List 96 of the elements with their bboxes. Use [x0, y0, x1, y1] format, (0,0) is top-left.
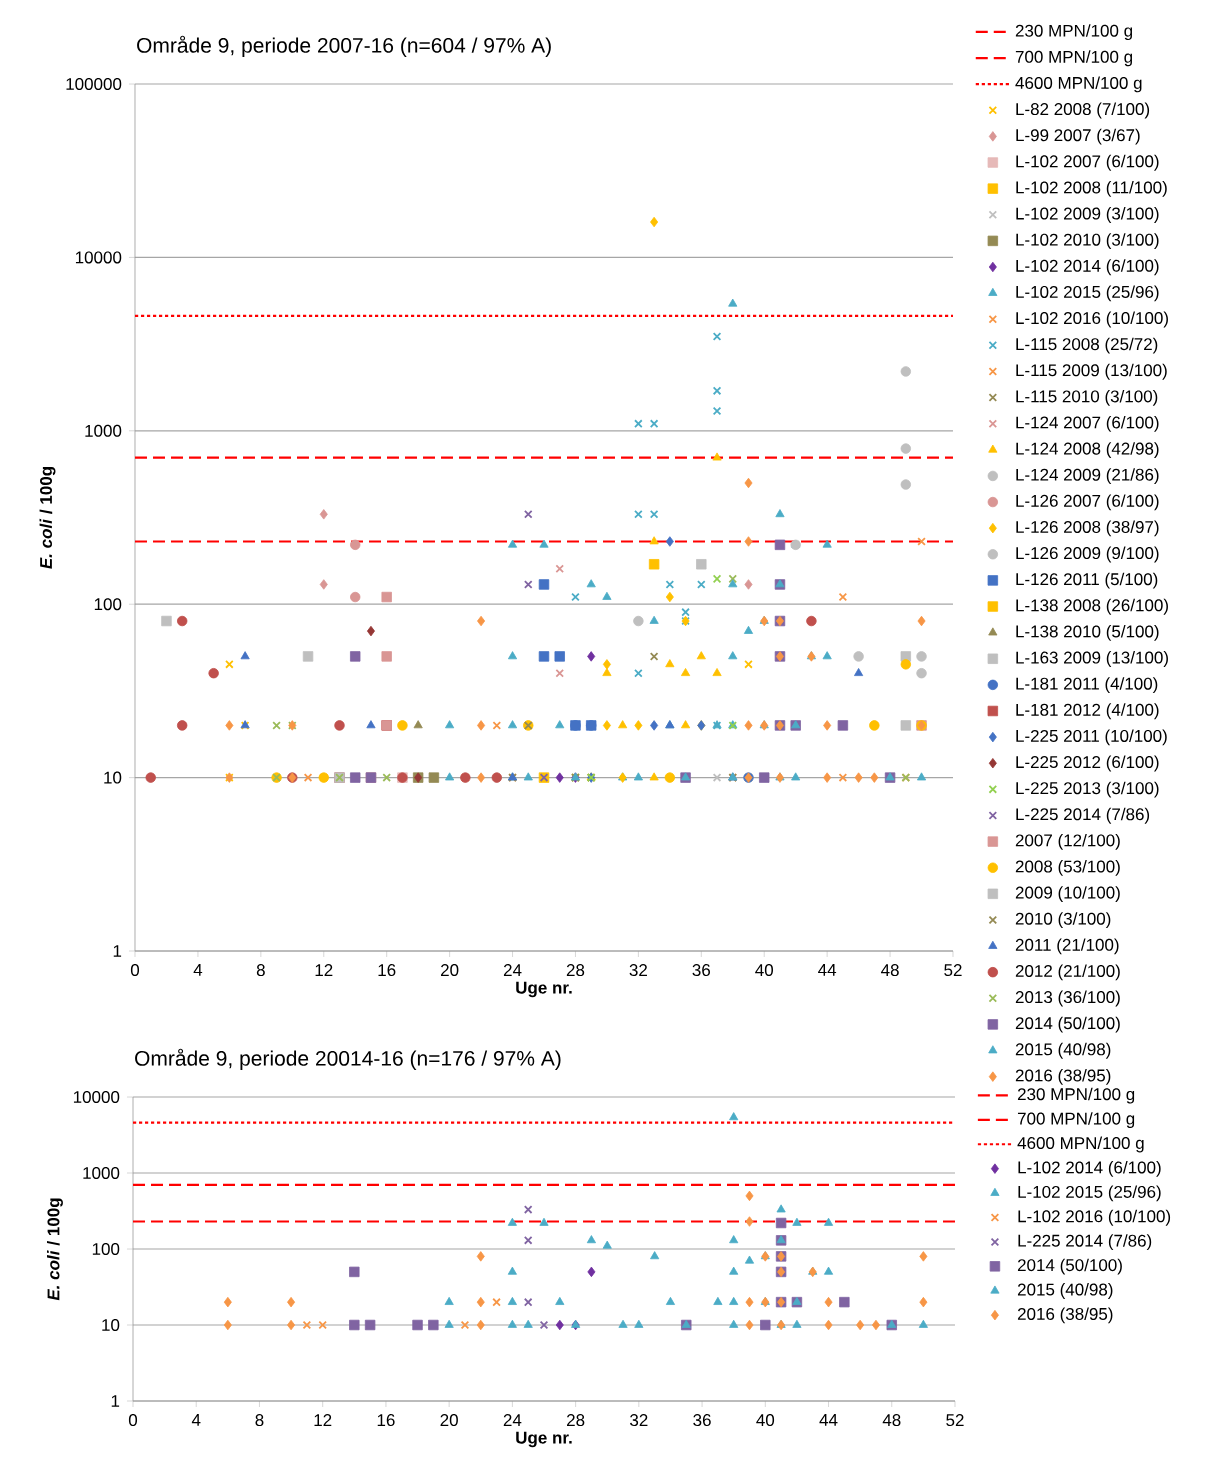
x-tick-label: 0 [128, 1414, 138, 1427]
legend-label: 2015 (40/98) [1017, 1283, 1113, 1299]
x-tick-label: 40 [756, 1414, 775, 1427]
x-tick-label: 44 [818, 964, 837, 976]
legend-label: L-124 2007 (6/100) [1016, 416, 1159, 432]
legend-label: 2016 (38/95) [1017, 1307, 1113, 1324]
legend-label: L-181 2011 (4/100) [1016, 677, 1158, 694]
y-tick-label: 1000 [85, 424, 122, 437]
chart-title: Område 9, periode 2007-16 (n=604 / 97% A) [137, 35, 551, 57]
legend-label: 2012 (21/100) [1015, 964, 1120, 981]
legend-label: L-102 2014 (6/100) [1016, 259, 1159, 276]
y-tick-label: 1 [113, 945, 122, 957]
legend-label: L-102 2015 (25/96) [1016, 285, 1159, 302]
legend-label: 2015 (40/98) [1015, 1042, 1111, 1059]
x-tick-label: 40 [755, 964, 774, 977]
x-tick-label: 44 [819, 1414, 838, 1426]
x-tick-label: 4 [191, 1414, 201, 1426]
x-tick-label: 20 [441, 964, 459, 977]
legend-label: 700 MPN/100 g [1015, 50, 1133, 67]
x-tick-label: 32 [629, 964, 647, 977]
legend-label: L-126 2009 (9/100) [1016, 546, 1159, 563]
x-tick-label: 48 [880, 964, 899, 977]
legend-label: L-115 2008 (25/72) [1016, 337, 1158, 354]
y-tick-label: 10 [104, 771, 122, 784]
legend-label: 2014 (50/100) [1015, 1016, 1120, 1033]
legend-label: L-124 2009 (21/86) [1016, 468, 1159, 485]
x-tick-label: 4 [193, 964, 203, 976]
legend-label: L-225 2014 (7/86) [1018, 1234, 1152, 1251]
y-axis-title: E. coli / 100g [47, 1198, 63, 1301]
legend-label: L-126 2008 (38/97) [1016, 520, 1159, 537]
x-tick-label: 20 [440, 1414, 458, 1427]
legend-label: L-138 2010 (5/100) [1016, 624, 1159, 641]
legend-label: 2011 (21/100) [1015, 938, 1119, 955]
legend-label: 2013 (36/100) [1015, 990, 1120, 1007]
legend-label: 2016 (38/95) [1015, 1068, 1111, 1085]
legend-label: L-126 2011 (5/100) [1016, 572, 1158, 589]
legend-label: L-102 2016 (10/100) [1016, 311, 1168, 328]
x-tick-label: 32 [630, 1414, 648, 1427]
y-tick-label: 1 [111, 1395, 120, 1407]
legend-label: 2009 (10/100) [1015, 886, 1120, 902]
y-tick-label: 100000 [66, 78, 122, 91]
legend-label: L-163 2009 (13/100) [1016, 651, 1168, 667]
y-tick-label: 100 [94, 598, 122, 611]
x-tick-label: 48 [882, 1414, 901, 1427]
y-tick-label: 100 [92, 1243, 120, 1256]
legend-label: L-225 2014 (7/86) [1016, 807, 1150, 824]
x-tick-label: 16 [378, 964, 396, 977]
x-tick-label: 24 [503, 1414, 522, 1426]
legend-label: L-102 2015 (25/96) [1018, 1185, 1161, 1202]
x-tick-label: 52 [946, 1414, 964, 1427]
legend-label: 2010 (3/100) [1015, 912, 1111, 929]
legend-label: L-102 2014 (6/100) [1018, 1160, 1161, 1177]
legend-label: L-99 2007 (3/67) [1016, 128, 1140, 145]
legend-label: L-225 2011 (10/100) [1016, 729, 1167, 746]
x-tick-label: 28 [567, 1414, 585, 1427]
y-axis-title: E. coli / 100g [39, 467, 56, 569]
legend-label: 230 MPN/100 g [1017, 1087, 1135, 1104]
x-tick-label: 16 [377, 1414, 395, 1427]
legend-label: L-181 2012 (4/100) [1016, 703, 1159, 720]
y-tick-label: 10 [102, 1319, 120, 1332]
legend-label: 2014 (50/100) [1017, 1258, 1122, 1275]
x-tick-label: 8 [256, 964, 265, 977]
x-axis-title: Uge nr. [516, 981, 572, 998]
y-tick-label: 1000 [83, 1167, 120, 1180]
legend-label: L-138 2008 (26/100) [1016, 598, 1168, 615]
legend-label: 700 MPN/100 g [1017, 1112, 1135, 1128]
x-tick-label: 12 [314, 1414, 332, 1426]
legend-label: 230 MPN/100 g [1015, 24, 1133, 41]
legend-label: L-115 2010 (3/100) [1016, 389, 1158, 406]
legend-label: 4600 MPN/100 g [1017, 1136, 1144, 1153]
legend-label: L-225 2013 (3/100) [1016, 781, 1159, 798]
chart-title: Område 9, periode 20014-16 (n=176 / 97% A) [135, 1048, 561, 1070]
legend-label: L-124 2008 (42/98) [1016, 442, 1159, 458]
legend-label: L-102 2016 (10/100) [1018, 1209, 1171, 1226]
legend-label: L-126 2007 (6/100) [1016, 494, 1159, 511]
y-tick-label: 10000 [73, 1091, 120, 1104]
y-tick-label: 10000 [75, 251, 122, 264]
legend-label: L-102 2009 (3/100) [1016, 207, 1159, 223]
legend-label: L-82 2008 (7/100) [1016, 102, 1150, 119]
legend-label: 2008 (53/100) [1015, 860, 1120, 876]
legend-label: L-102 2007 (6/100) [1016, 154, 1159, 171]
x-tick-label: 0 [130, 964, 140, 977]
x-tick-label: 36 [693, 1414, 711, 1427]
x-tick-label: 28 [566, 964, 585, 977]
x-tick-label: 8 [255, 1414, 264, 1427]
x-tick-label: 52 [944, 964, 962, 977]
x-axis-title: Uge nr. [516, 1431, 572, 1448]
legend-label: L-115 2009 (13/100) [1016, 363, 1167, 380]
x-tick-label: 36 [692, 964, 711, 977]
legend-label: 2007 (12/100) [1015, 833, 1120, 850]
x-tick-label: 24 [503, 964, 522, 976]
legend-label: L-225 2012 (6/100) [1016, 755, 1159, 772]
legend-label: L-102 2008 (11/100) [1016, 180, 1167, 197]
x-tick-label: 12 [315, 964, 333, 976]
legend-label: L-102 2010 (3/100) [1016, 233, 1159, 250]
legend-label: 4600 MPN/100 g [1015, 76, 1142, 93]
